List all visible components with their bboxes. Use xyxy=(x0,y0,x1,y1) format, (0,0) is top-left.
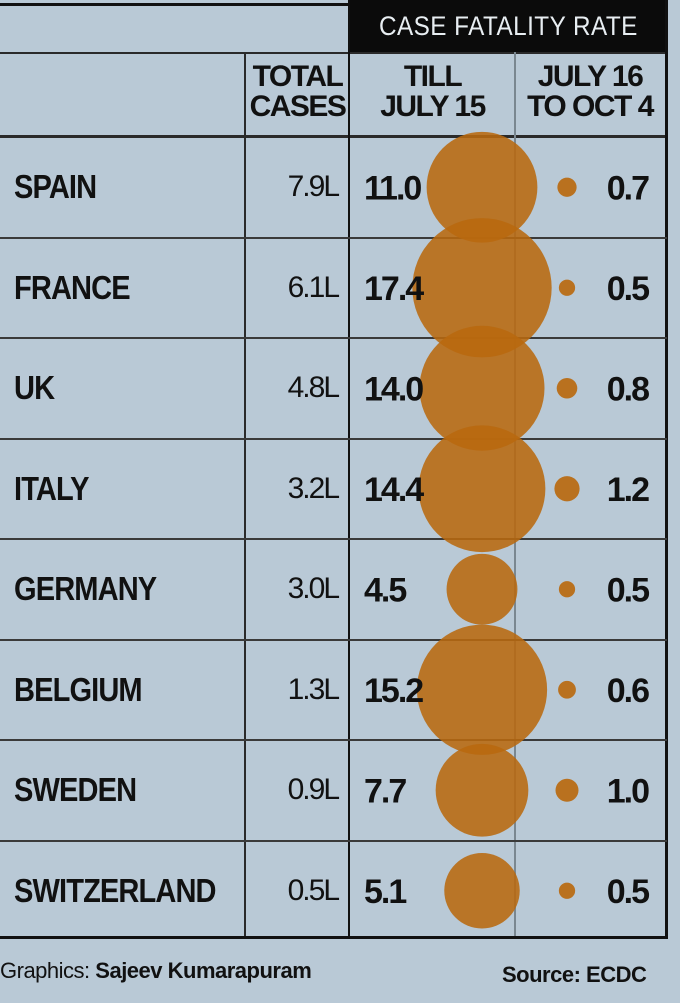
bubble-july16-oct4 xyxy=(556,377,578,399)
bubble-till-july15 xyxy=(416,624,548,755)
country-label: SWITZERLAND xyxy=(14,871,217,909)
country-label: SWEDEN xyxy=(14,771,137,809)
cfr-july16-oct4-value: 0.8 xyxy=(607,370,649,408)
cfr-till-july15-value: 14.4 xyxy=(364,471,424,509)
cfr-till-july15-value: 5.1 xyxy=(364,873,406,911)
cfr-till-july15-value: 15.2 xyxy=(364,672,423,710)
header-top-rule xyxy=(0,52,667,54)
bubble-till-july15 xyxy=(418,425,546,553)
total-cases-value: 0.5L xyxy=(287,873,340,907)
country-label: UK xyxy=(14,369,55,407)
source-credit: Source: ECDC xyxy=(502,962,647,987)
total-cases-header-line2: CASES xyxy=(249,90,347,123)
row-separator xyxy=(0,337,667,339)
total-cases-header: TOTAL CASES xyxy=(245,62,350,122)
bubble-till-july15 xyxy=(426,131,538,243)
cfr-till-july15-value: 4.5 xyxy=(364,571,406,609)
case-fatality-banner: CASE FATALITY RATE xyxy=(350,0,667,52)
bubble-july16-oct4 xyxy=(555,778,579,802)
cfr-july16-oct4-value: 0.5 xyxy=(607,270,649,308)
cfr-july16-oct4-value: 0.7 xyxy=(607,169,649,207)
till-july15-header-line1: TILL xyxy=(403,60,463,93)
cfr-till-july15-value: 11.0 xyxy=(364,169,421,207)
total-cases-value: 3.0L xyxy=(287,572,340,606)
row-separator xyxy=(0,739,667,741)
country-label: ITALY xyxy=(14,469,90,507)
total-cases-header-line1: TOTAL xyxy=(252,60,344,93)
cfr-july16-oct4-value: 0.5 xyxy=(607,571,649,609)
divider-cfr xyxy=(348,0,350,937)
till-july15-header: TILL JULY 15 xyxy=(350,62,515,122)
divider-cases xyxy=(244,52,246,937)
country-label: GERMANY xyxy=(14,570,157,608)
bottom-border xyxy=(0,936,668,939)
total-cases-value: 4.8L xyxy=(287,371,340,405)
cfr-till-july15-value: 7.7 xyxy=(364,772,406,810)
graphics-name: Sajeev Kumarapuram xyxy=(95,958,312,983)
cfr-till-july15-value: 14.0 xyxy=(364,370,423,408)
total-cases-value: 0.9L xyxy=(287,773,340,807)
total-cases-value: 1.3L xyxy=(287,672,340,706)
july16-oct4-header-line1: JULY 16 xyxy=(537,60,644,93)
total-cases-value: 7.9L xyxy=(287,170,340,204)
cfr-july16-oct4-value: 0.5 xyxy=(607,873,649,911)
bubble-july16-oct4 xyxy=(558,279,576,296)
total-cases-value: 6.1L xyxy=(287,270,340,304)
cfr-july16-oct4-value: 1.2 xyxy=(607,471,649,509)
country-label: FRANCE xyxy=(14,268,131,306)
row-separator xyxy=(0,236,667,239)
bubble-july16-oct4 xyxy=(558,581,576,598)
till-july15-header-line2: JULY 15 xyxy=(380,90,486,123)
graphics-credit: Graphics: Sajeev Kumarapuram xyxy=(0,958,312,984)
bubble-july16-oct4 xyxy=(554,476,580,502)
bubble-till-july15 xyxy=(412,218,552,358)
graphics-label: Graphics: xyxy=(0,958,90,983)
cfr-till-july15-value: 17.4 xyxy=(364,270,424,308)
row-separator xyxy=(0,839,667,842)
cfr-july16-oct4-value: 1.0 xyxy=(607,772,649,810)
top-rule xyxy=(0,3,350,6)
row-separator xyxy=(0,638,667,641)
row-separator xyxy=(0,437,667,440)
right-border xyxy=(665,0,668,939)
bubble-july16-oct4 xyxy=(558,882,576,899)
july16-oct4-header-line2: TO OCT 4 xyxy=(527,90,654,123)
bubble-july16-oct4 xyxy=(557,177,577,197)
july16-oct4-header: JULY 16 TO OCT 4 xyxy=(515,62,665,122)
total-cases-value: 3.2L xyxy=(287,471,340,505)
country-label: BELGIUM xyxy=(14,670,143,708)
bubble-till-july15 xyxy=(419,325,545,451)
bubble-till-july15 xyxy=(446,553,518,625)
bubble-till-july15 xyxy=(444,853,520,929)
bubble-till-july15 xyxy=(435,743,529,837)
country-label: SPAIN xyxy=(14,168,97,206)
cfr-july16-oct4-value: 0.6 xyxy=(607,672,649,710)
bubble-july16-oct4 xyxy=(558,680,576,699)
row-separator xyxy=(0,538,667,540)
header-bottom-rule xyxy=(0,135,667,138)
